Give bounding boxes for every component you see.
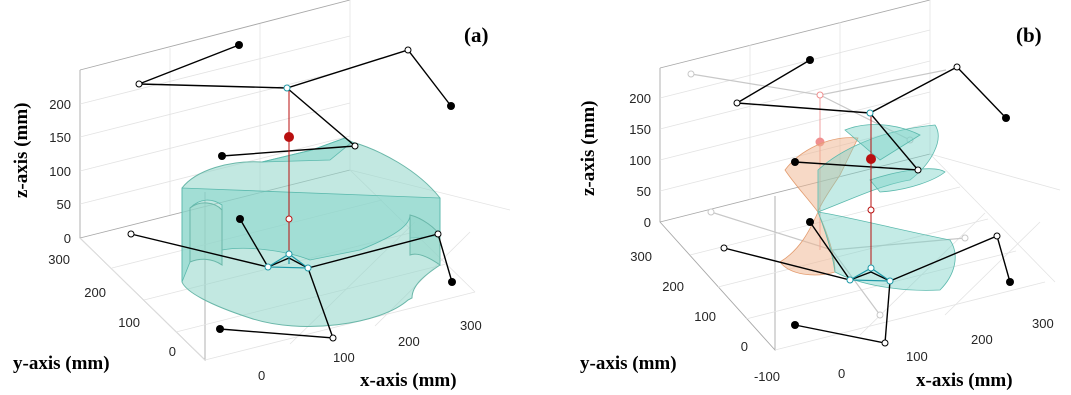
ghost-joint [961,234,969,242]
joint-marker [216,325,224,333]
panel-b-y-ticks: -100 0 100 200 300 [630,249,780,384]
y-tick: 200 [84,285,106,300]
platform-joint [866,109,874,117]
z-tick: 50 [637,184,651,199]
x-tick: 100 [333,350,355,365]
joint-marker [127,230,135,238]
panel-b-workspace [779,124,956,291]
y-tick: 100 [118,315,140,330]
panel-b-x-ticks: 0 100 200 300 [838,316,1054,381]
center-point [866,154,876,164]
joint-marker [791,321,799,329]
joint-marker [329,334,337,342]
x-tick: 100 [906,349,928,364]
y-tick: 0 [741,339,748,354]
joint-marker [235,41,243,49]
panel-a-mechanism [127,41,456,342]
z-tick: 0 [64,231,71,246]
joint-marker [881,339,889,347]
z-tick: 0 [644,215,651,230]
y-tick: 300 [630,249,652,264]
z-axis-label: z-axis (mm) [578,101,599,197]
panel-b-mechanism [720,56,1014,347]
joint-marker [434,230,442,238]
z-tick: 200 [49,97,71,112]
y-axis-label: y-axis (mm) [580,353,677,374]
ghost-joint [906,136,914,144]
ghost-joint [876,311,884,319]
joint-marker [447,102,455,110]
panel-label: (b) [1016,23,1042,47]
x-tick: 300 [460,318,482,333]
y-tick: -100 [754,369,780,384]
joint-marker [351,142,359,150]
y-tick: 0 [169,344,176,359]
platform-joint [285,250,293,258]
panel-a-z-ticks: 0 50 100 150 200 [49,97,71,246]
x-tick: 300 [1032,316,1054,331]
z-tick: 100 [629,153,651,168]
joint-marker [404,46,412,54]
joint-marker [448,278,456,286]
joint-marker [806,218,814,226]
joint-marker [1006,278,1014,286]
platform-joint [283,84,291,92]
y-axis-label: y-axis (mm) [13,353,110,374]
joint-marker [236,215,244,223]
joint-marker [720,244,728,252]
y-tick: 100 [694,309,716,324]
z-tick: 200 [629,91,651,106]
x-axis-label: x-axis (mm) [916,370,1013,391]
y-tick: 200 [662,279,684,294]
z-tick: 100 [49,164,71,179]
joint-marker [953,63,961,71]
center-marker [867,206,875,214]
joint-marker [914,166,922,174]
z-tick: 150 [629,122,651,137]
panel-b: 0 50 100 150 200 -100 0 100 200 300 0 10… [578,0,1061,391]
ghost-joint [687,70,695,78]
x-tick: 0 [258,368,265,383]
panel-b-grid [659,0,1061,352]
platform-joint [304,264,312,272]
panel-a: 0 50 100 150 200 0 100 200 300 0 100 200… [11,0,511,391]
joint-marker [1002,114,1010,122]
ghost-joint [816,91,824,99]
platform-joint [886,277,894,285]
x-tick: 200 [398,334,420,349]
platform-joint [867,264,875,272]
x-tick: 0 [838,366,845,381]
panel-label: (a) [464,23,489,47]
x-tick: 200 [971,332,993,347]
z-tick: 150 [49,130,71,145]
panel-a-workspace [181,137,441,327]
x-axis-label: x-axis (mm) [360,370,457,391]
z-axis-label: z-axis (mm) [11,103,32,199]
joint-marker [993,232,1001,240]
y-tick: 300 [48,252,70,267]
panel-a-x-ticks: 0 100 200 300 [258,318,482,383]
platform-joint [846,276,854,284]
panel-a-y-ticks: 0 100 200 300 [48,252,176,359]
center-marker [285,215,293,223]
joint-marker [733,99,741,107]
joint-marker [218,152,226,160]
joint-marker [806,56,814,64]
platform-joint [264,263,272,271]
panel-b-z-ticks: 0 50 100 150 200 [629,91,651,230]
joint-marker [135,80,143,88]
z-tick: 50 [57,197,71,212]
center-point [284,132,294,142]
joint-marker [791,158,799,166]
ghost-joint [707,208,715,216]
